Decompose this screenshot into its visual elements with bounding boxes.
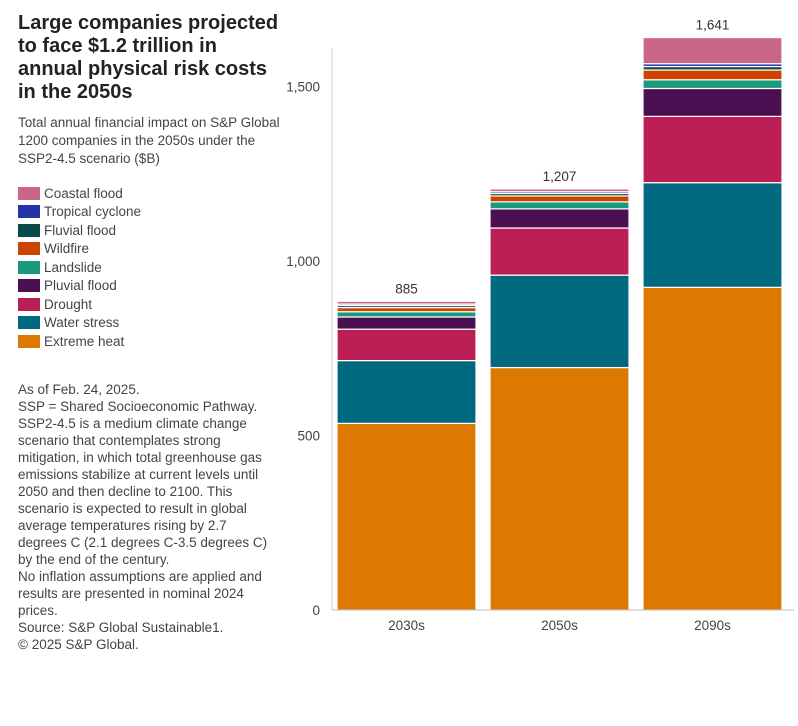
- legend-swatch: [18, 297, 40, 311]
- bar-segment: [642, 79, 783, 90]
- bar-segment: [336, 422, 477, 611]
- y-tick-label: 1,500: [286, 80, 320, 95]
- legend-item: Landslide: [18, 258, 280, 277]
- legend-label: Wildfire: [44, 241, 90, 257]
- legend-label: Landslide: [44, 259, 102, 275]
- legend-label: Pluvial flood: [44, 278, 117, 294]
- x-tick-label: 2090s: [694, 618, 731, 633]
- legend-swatch: [18, 186, 40, 200]
- x-tick-label: 2030s: [388, 618, 425, 633]
- bar-segment: [489, 201, 630, 210]
- bar-segment: [642, 286, 783, 611]
- bar-segment: [642, 115, 783, 184]
- legend-swatch: [18, 334, 40, 348]
- bar-segment: [642, 87, 783, 117]
- y-tick-label: 500: [297, 429, 320, 444]
- legend-label: Extreme heat: [44, 333, 125, 349]
- bar-total-label: 885: [395, 281, 418, 296]
- bar-segment: [336, 316, 477, 330]
- note-date: As of Feb. 24, 2025.: [18, 381, 140, 397]
- bar-segment: [489, 195, 630, 203]
- legend-label: Fluvial flood: [44, 222, 117, 238]
- legend-item: Pluvial flood: [18, 277, 280, 296]
- bar-segment: [336, 359, 477, 424]
- bar-segment: [642, 69, 783, 81]
- bar-total-label: 1,641: [696, 18, 730, 33]
- bar-segment: [489, 366, 630, 611]
- legend-swatch: [18, 242, 40, 256]
- chart-subtitle: Total annual financial impact on S&P Glo…: [18, 115, 280, 166]
- legend-item: Drought: [18, 295, 280, 314]
- bar-segment: [489, 188, 630, 193]
- chart-title: Large companies projected to face $1.2 t…: [18, 12, 279, 103]
- bar-segment: [642, 36, 783, 65]
- note-copyright: © 2025 S&P Global.: [18, 636, 139, 652]
- bar-segment: [489, 227, 630, 276]
- bar-segment: [336, 306, 477, 313]
- note-scenario: SSP2-4.5 is a medium climate change scen…: [18, 415, 268, 567]
- legend-item: Wildfire: [18, 240, 280, 259]
- bar-segment: [336, 328, 477, 362]
- legend: Coastal flood Tropical cyclone Fluvial flo…: [18, 184, 280, 351]
- legend-label: Coastal flood: [44, 185, 123, 201]
- legend-label: Tropical cyclone: [44, 204, 142, 220]
- note-ssp-definition: SSP = Shared Socioeconomic Pathway.: [18, 398, 258, 414]
- legend-item: Fluvial flood: [18, 221, 280, 240]
- legend-swatch: [18, 205, 40, 219]
- legend-item: Tropical cyclone: [18, 203, 280, 222]
- left-panel: Large companies projected to face $1.2 t…: [18, 12, 280, 653]
- y-tick-label: 0: [312, 603, 320, 618]
- notes: As of Feb. 24, 2025. SSP = Shared Socioe…: [18, 381, 268, 653]
- stacked-bar-chart: 0 500 1,000 1,500 885 2030s 1,207 2050s 1,641 209…: [286, 18, 794, 633]
- legend-swatch: [18, 260, 40, 274]
- bar-segment: [336, 311, 477, 318]
- y-tick-label: 1,000: [286, 254, 320, 269]
- legend-item: Coastal flood: [18, 184, 280, 203]
- legend-label: Drought: [44, 296, 93, 312]
- legend-swatch: [18, 223, 40, 237]
- legend-item: Water stress: [18, 314, 280, 333]
- legend-swatch: [18, 316, 40, 330]
- note-source: Source: S&P Global Sustainable1.: [18, 619, 224, 635]
- bar-segment: [489, 274, 630, 369]
- bar-segment: [489, 208, 630, 229]
- bar-total-label: 1,207: [543, 169, 577, 184]
- legend-label: Water stress: [44, 315, 120, 331]
- legend-item: Extreme heat: [18, 332, 280, 351]
- note-inflation: No inflation assumptions are applied and…: [18, 568, 262, 618]
- bar-segment: [642, 182, 783, 288]
- x-tick-label: 2050s: [541, 618, 578, 633]
- bar-segment: [336, 300, 477, 305]
- legend-swatch: [18, 279, 40, 293]
